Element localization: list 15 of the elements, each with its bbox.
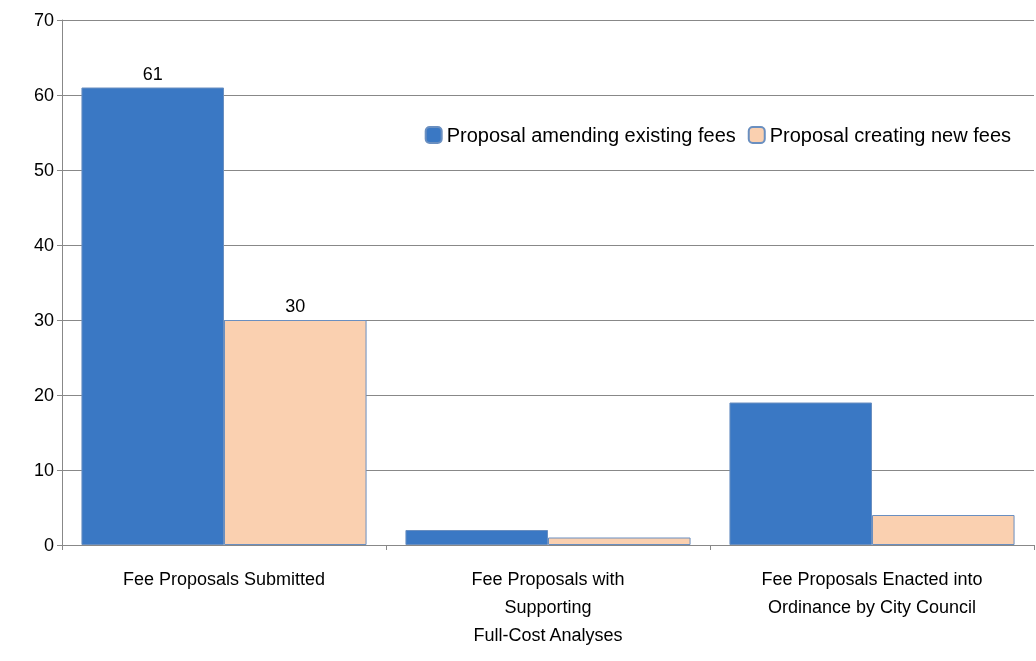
y-tick-label: 0 bbox=[43, 535, 54, 555]
x-tick-label: Fee Proposals Submitted bbox=[122, 569, 326, 589]
y-tick-label: 60 bbox=[33, 85, 54, 105]
data-label: 30 bbox=[285, 296, 306, 316]
data-label: 61 bbox=[142, 63, 163, 84]
y-tick-label: 20 bbox=[33, 385, 54, 405]
x-tick-label: Fee Proposals Enacted into Ordinance by City Council bbox=[761, 569, 983, 617]
legend-label: Proposal amending existing fees bbox=[446, 124, 736, 146]
y-tick-label: 50 bbox=[33, 160, 54, 180]
y-tick-label: 10 bbox=[33, 460, 54, 480]
y-tick-label: 70 bbox=[33, 10, 54, 30]
y-tick-label: 30 bbox=[33, 310, 54, 330]
legend-label: Proposal creating new fees bbox=[769, 124, 1011, 146]
y-tick-label: 40 bbox=[33, 235, 54, 255]
x-tick-label: Fee Proposals with Supporting Full-Cost Analyses bbox=[471, 569, 625, 645]
